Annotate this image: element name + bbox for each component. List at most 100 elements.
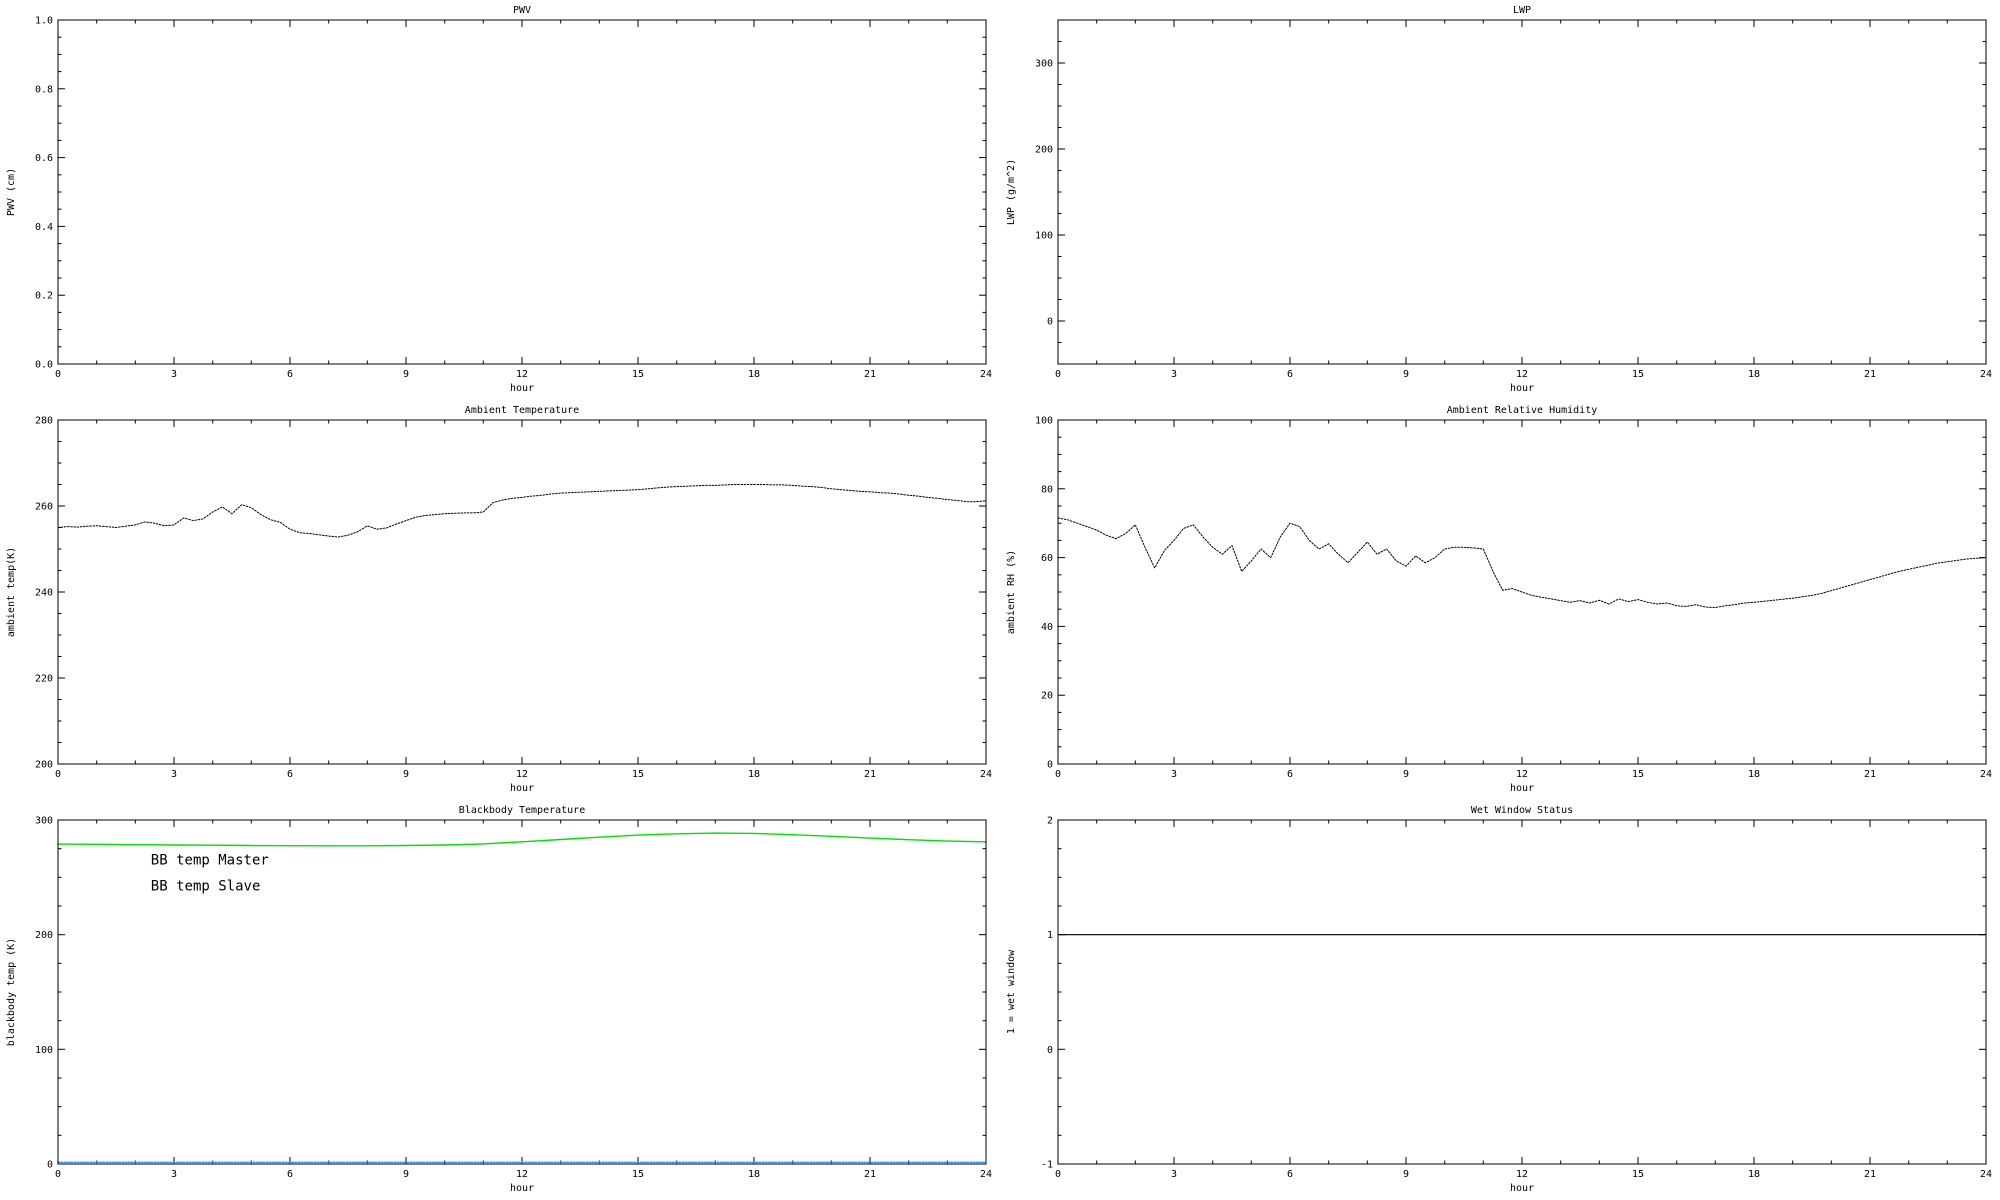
svg-text:80: 80 (1041, 484, 1053, 495)
svg-text:3: 3 (1171, 369, 1177, 380)
svg-text:24: 24 (1980, 769, 1992, 780)
chart-ambient-relative-humidity: 0 3 6 9 12 15 18 21 24 0 20 40 60 80 100 Ambient Relati… (1000, 400, 2000, 800)
svg-text:6: 6 (287, 1169, 293, 1180)
svg-text:LWP: LWP (1513, 5, 1531, 16)
svg-text:0.4: 0.4 (35, 222, 53, 233)
chart-blackbody-temperature: 0 3 6 9 12 15 18 21 24 0 100 200 300 Blackbody Temper… (0, 800, 1000, 1200)
svg-text:hour: hour (510, 383, 534, 394)
svg-text:12: 12 (1516, 369, 1528, 380)
svg-text:21: 21 (864, 769, 876, 780)
svg-text:240: 240 (35, 588, 53, 599)
svg-text:6: 6 (287, 369, 293, 380)
svg-text:12: 12 (516, 1169, 528, 1180)
svg-text:200: 200 (35, 760, 53, 771)
svg-text:18: 18 (748, 769, 760, 780)
svg-text:18: 18 (1748, 1169, 1760, 1180)
chart-wet-window-status: 0 3 6 9 12 15 18 21 24 -1 0 1 2 Wet Window Status hour… (1000, 800, 2000, 1200)
svg-text:Ambient Temperature: Ambient Temperature (465, 405, 579, 416)
svg-text:0.2: 0.2 (35, 291, 53, 302)
svg-text:3: 3 (171, 369, 177, 380)
svg-text:0.0: 0.0 (35, 360, 53, 371)
svg-text:6: 6 (1287, 369, 1293, 380)
svg-text:15: 15 (1632, 1169, 1644, 1180)
svg-text:18: 18 (748, 1169, 760, 1180)
svg-text:300: 300 (1035, 59, 1053, 70)
svg-text:6: 6 (1287, 769, 1293, 780)
svg-text:9: 9 (403, 769, 409, 780)
svg-text:hour: hour (1510, 1183, 1534, 1194)
svg-text:6: 6 (287, 769, 293, 780)
svg-text:hour: hour (510, 1183, 534, 1194)
svg-text:15: 15 (632, 769, 644, 780)
svg-text:24: 24 (980, 369, 992, 380)
svg-text:ambient temp(K): ambient temp(K) (6, 547, 17, 637)
svg-text:PWV (cm): PWV (cm) (6, 168, 17, 216)
svg-text:24: 24 (980, 1169, 992, 1180)
svg-text:40: 40 (1041, 622, 1053, 633)
svg-text:9: 9 (1403, 1169, 1409, 1180)
svg-text:21: 21 (864, 1169, 876, 1180)
svg-text:1 = wet window: 1 = wet window (1006, 949, 1017, 1034)
chart-lwp: 0 3 6 9 12 15 18 21 24 0 100 200 300 LWP hour LWP (g/m^… (1000, 0, 2000, 400)
svg-text:9: 9 (403, 1169, 409, 1180)
svg-text:220: 220 (35, 674, 53, 685)
svg-text:0: 0 (1047, 1045, 1053, 1056)
svg-text:PWV: PWV (513, 5, 531, 16)
svg-text:6: 6 (1287, 1169, 1293, 1180)
svg-text:LWP (g/m^2): LWP (g/m^2) (1006, 159, 1017, 225)
svg-text:0: 0 (1055, 769, 1061, 780)
svg-text:24: 24 (980, 769, 992, 780)
svg-text:21: 21 (1864, 369, 1876, 380)
svg-text:3: 3 (1171, 769, 1177, 780)
svg-text:3: 3 (171, 1169, 177, 1180)
svg-text:1: 1 (1047, 930, 1053, 941)
svg-text:60: 60 (1041, 553, 1053, 564)
svg-text:200: 200 (35, 930, 53, 941)
svg-text:Blackbody Temperature: Blackbody Temperature (459, 805, 585, 816)
svg-text:15: 15 (1632, 369, 1644, 380)
svg-text:300: 300 (35, 816, 53, 827)
svg-text:15: 15 (632, 1169, 644, 1180)
svg-text:12: 12 (516, 369, 528, 380)
svg-text:0.8: 0.8 (35, 84, 53, 95)
svg-text:12: 12 (1516, 769, 1528, 780)
svg-text:0: 0 (1055, 369, 1061, 380)
svg-text:BB temp Slave: BB temp Slave (151, 879, 261, 895)
svg-text:0: 0 (55, 769, 61, 780)
svg-text:200: 200 (1035, 145, 1053, 156)
svg-text:21: 21 (864, 369, 876, 380)
svg-text:hour: hour (1510, 783, 1534, 794)
svg-text:blackbody temp (K): blackbody temp (K) (6, 938, 17, 1046)
svg-text:12: 12 (516, 769, 528, 780)
svg-text:21: 21 (1864, 1169, 1876, 1180)
svg-text:12: 12 (1516, 1169, 1528, 1180)
svg-text:0: 0 (47, 1160, 53, 1171)
svg-text:Wet Window Status: Wet Window Status (1471, 805, 1573, 816)
svg-text:260: 260 (35, 502, 53, 513)
svg-text:3: 3 (1171, 1169, 1177, 1180)
svg-text:21: 21 (1864, 769, 1876, 780)
svg-text:100: 100 (1035, 416, 1053, 427)
svg-text:280: 280 (35, 416, 53, 427)
svg-text:20: 20 (1041, 691, 1053, 702)
svg-text:0: 0 (1047, 317, 1053, 328)
svg-text:15: 15 (632, 369, 644, 380)
svg-text:24: 24 (1980, 1169, 1992, 1180)
svg-text:0: 0 (55, 1169, 61, 1180)
svg-text:0: 0 (1047, 760, 1053, 771)
svg-text:0: 0 (1055, 1169, 1061, 1180)
chart-pwv: 0 3 6 9 12 15 18 21 24 0.0 0.2 0.4 0.6 0.8 1.0 PWV hour P… (0, 0, 1000, 400)
svg-text:Ambient Relative Humidity: Ambient Relative Humidity (1447, 405, 1598, 416)
svg-text:100: 100 (35, 1045, 53, 1056)
svg-text:18: 18 (1748, 369, 1760, 380)
svg-text:18: 18 (1748, 769, 1760, 780)
svg-text:1.0: 1.0 (35, 16, 53, 27)
svg-text:hour: hour (1510, 383, 1534, 394)
svg-text:3: 3 (171, 769, 177, 780)
svg-text:18: 18 (748, 369, 760, 380)
svg-text:9: 9 (1403, 769, 1409, 780)
svg-text:9: 9 (1403, 369, 1409, 380)
svg-text:2: 2 (1047, 816, 1053, 827)
chart-ambient-temperature: 0 3 6 9 12 15 18 21 24 200 220 240 260 280 Ambient Tem… (0, 400, 1000, 800)
